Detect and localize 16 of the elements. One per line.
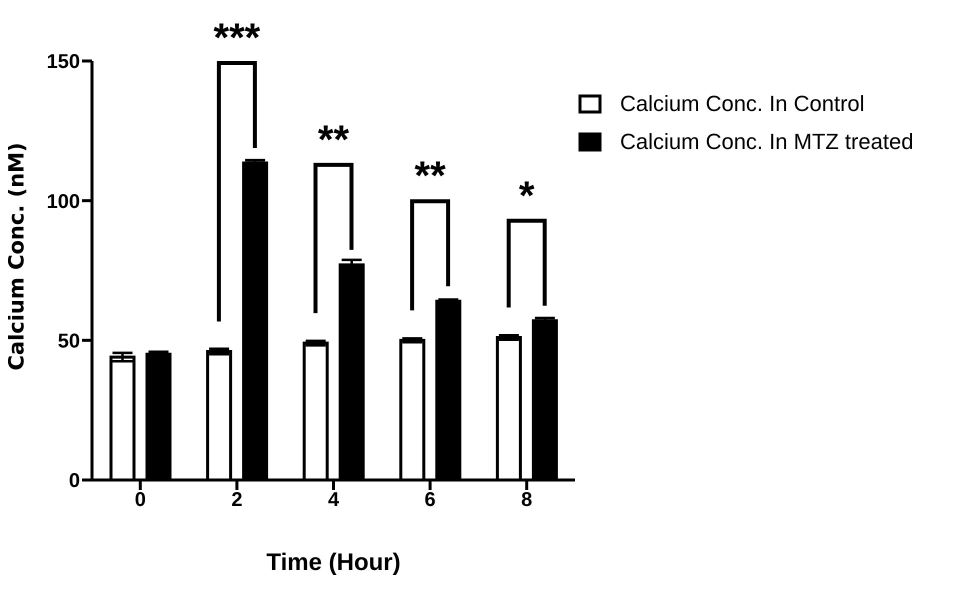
x-tick-label: 6 (424, 489, 436, 512)
text: *** (214, 16, 261, 60)
annotation: ** (318, 118, 350, 162)
y-tick-label: 150 (46, 51, 80, 74)
x-axis-title: Time (Hour) (266, 549, 401, 576)
y-tick-label: 50 (58, 330, 80, 352)
annotation: * (518, 174, 535, 218)
x-tick-label: 8 (521, 489, 532, 512)
y-tick-label: 100 (46, 190, 80, 213)
x-tick-label: 4 (328, 489, 340, 512)
legend-label: Calcium Conc. In Control (620, 91, 865, 117)
x-tick-label: 2 (231, 489, 242, 512)
y-tick-label: 0 (68, 470, 80, 492)
annotation: ** (414, 154, 446, 198)
legend-label: Calcium Conc. In MTZ treated (620, 129, 914, 155)
x-tick-label: 0 (134, 489, 146, 512)
